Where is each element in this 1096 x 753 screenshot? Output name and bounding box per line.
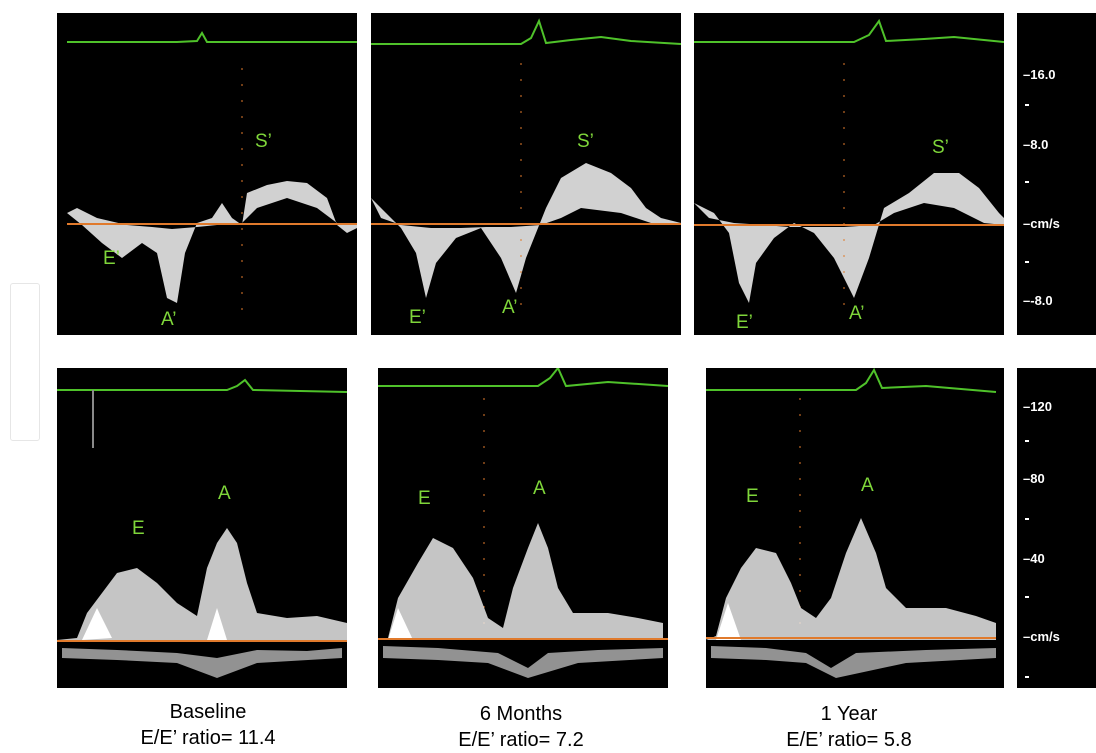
caption-baseline: Baseline E/E’ ratio= 11.4 [63, 699, 353, 751]
a-wave-label: A [533, 478, 546, 499]
scale-minor-tick [1025, 440, 1029, 442]
scale-minor-tick [1025, 518, 1029, 520]
mitral-panel-6months: E A [378, 368, 668, 688]
a-prime-label: A’ [161, 309, 177, 330]
mitral-panel-baseline: E A [57, 368, 347, 688]
a-prime-label: A’ [849, 303, 865, 324]
tdi-trace-1year [694, 18, 1004, 313]
caption-ratio: E/E’ ratio= 11.4 [140, 727, 276, 749]
e-prime-label: E’ [736, 312, 753, 333]
scale-unit-cm-s: –cm/s [1023, 216, 1060, 231]
tdi-velocity-scale: –16.0 –8.0 –cm/s –-8.0 [1017, 13, 1096, 335]
scale-tick-80: –80 [1023, 471, 1045, 486]
scale-minor-tick [1025, 104, 1029, 106]
scale-tick-neg8: –-8.0 [1023, 293, 1053, 308]
caption-6months: 6 Months E/E’ ratio= 7.2 [376, 701, 666, 753]
scale-tick-8: –8.0 [1023, 137, 1049, 152]
scale-minor-tick [1025, 676, 1029, 678]
scale-minor-tick [1025, 261, 1029, 263]
caption-ratio: E/E’ ratio= 5.8 [786, 729, 912, 751]
background-artifact [10, 283, 40, 441]
caption-title: 6 Months [479, 703, 563, 725]
scale-tick-120: –120 [1023, 399, 1052, 414]
scale-tick-40: –40 [1023, 551, 1045, 566]
tdi-panel-6months: S’ E’ A’ [371, 13, 681, 335]
mitral-velocity-scale: –120 –80 –40 –cm/s [1017, 368, 1096, 688]
scale-minor-tick [1025, 181, 1029, 183]
s-prime-label: S’ [255, 131, 272, 152]
e-wave-label: E [132, 518, 145, 539]
scale-minor-tick [1025, 596, 1029, 598]
scale-unit-cm-s: –cm/s [1023, 629, 1060, 644]
caption-ratio: E/E’ ratio= 7.2 [458, 729, 584, 751]
e-wave-label: E [746, 486, 759, 507]
tdi-trace-6months [371, 18, 681, 313]
mitral-trace-6months [378, 368, 668, 678]
e-wave-label: E [418, 488, 431, 509]
mitral-trace-1year [706, 368, 997, 678]
tdi-panel-baseline: S’ E’ A’ [57, 13, 357, 335]
mitral-panel-1year: E A [706, 368, 1004, 688]
s-prime-label: S’ [577, 131, 594, 152]
mitral-trace-baseline [57, 378, 347, 678]
e-prime-label: E’ [103, 248, 120, 269]
tdi-panel-1year: S’ E’ A’ [694, 13, 1004, 335]
caption-1year: 1 Year E/E’ ratio= 5.8 [704, 701, 994, 753]
a-wave-label: A [861, 475, 874, 496]
scale-tick-16: –16.0 [1023, 67, 1056, 82]
caption-title: Baseline [169, 701, 247, 723]
tdi-trace-baseline [67, 31, 357, 313]
caption-title: 1 Year [820, 703, 878, 725]
a-prime-label: A’ [502, 297, 518, 318]
e-prime-label: E’ [409, 307, 426, 328]
s-prime-label: S’ [932, 137, 949, 158]
a-wave-label: A [218, 483, 231, 504]
